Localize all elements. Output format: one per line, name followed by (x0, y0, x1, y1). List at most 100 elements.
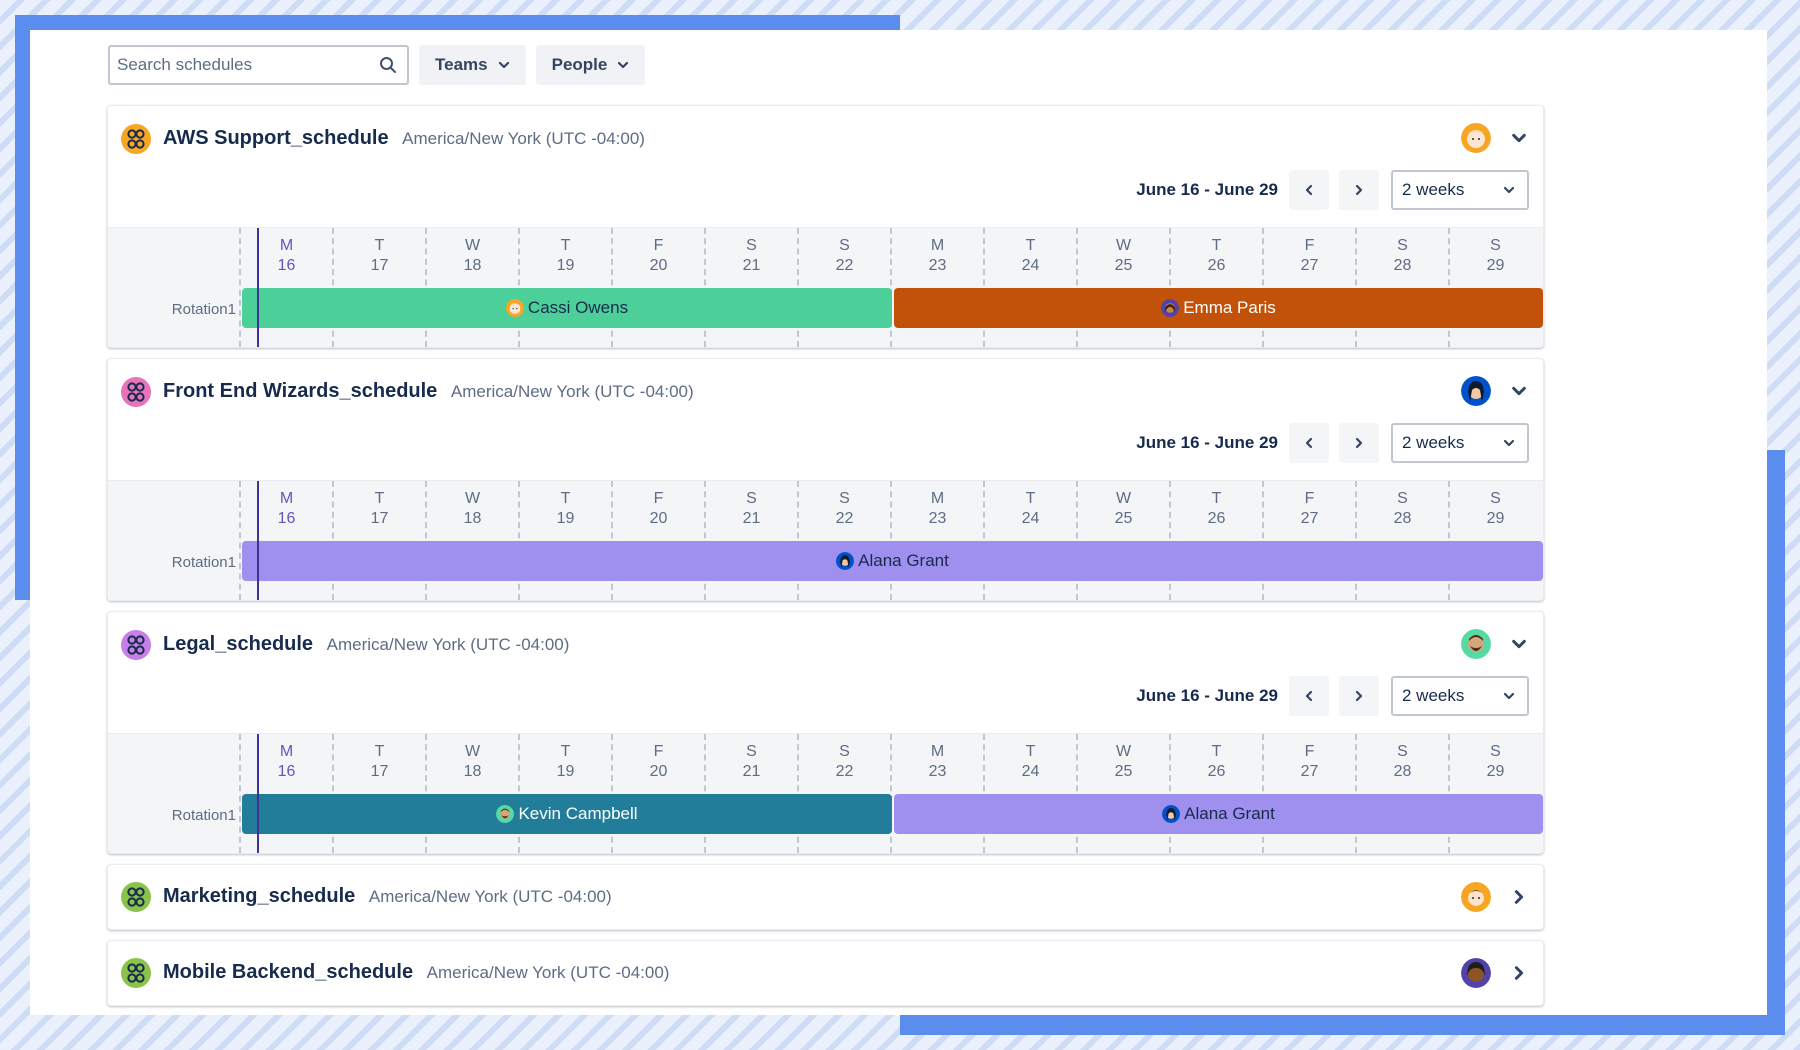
day-column: T 19 (518, 481, 611, 600)
shift-bar[interactable]: Kevin Campbell (242, 794, 892, 834)
schedule-name[interactable]: AWS Support_schedule (163, 127, 389, 149)
search-input[interactable] (117, 55, 377, 75)
day-number: 26 (1207, 763, 1226, 780)
shift-bar[interactable]: Emma Paris (894, 288, 1543, 328)
team-icon (121, 882, 151, 912)
day-number: 27 (1300, 257, 1319, 274)
shift-bar[interactable]: Alana Grant (242, 541, 1543, 581)
team-icon (121, 630, 151, 660)
team-icon (121, 124, 151, 154)
search-icon[interactable] (379, 56, 397, 74)
day-letter: F (653, 237, 664, 254)
day-column: S 29 (1448, 481, 1541, 600)
day-column: W 25 (1076, 734, 1169, 853)
previous-period-button[interactable] (1289, 676, 1329, 716)
day-number: 20 (649, 763, 668, 780)
avatar-marketing[interactable] (1461, 882, 1491, 912)
day-letter: M (279, 490, 294, 507)
shift-bar[interactable]: Cassi Owens (242, 288, 892, 328)
next-period-button[interactable] (1339, 423, 1379, 463)
day-number: 21 (742, 763, 761, 780)
day-column: T 26 (1169, 228, 1262, 347)
day-letter: M (279, 237, 294, 254)
period-select[interactable]: 2 weeks (1391, 423, 1529, 463)
day-number: 23 (928, 257, 947, 274)
date-range-label: June 16 - June 29 (1136, 686, 1278, 705)
day-number: 27 (1300, 510, 1319, 527)
day-column: F 27 (1262, 228, 1355, 347)
day-number: 20 (649, 257, 668, 274)
day-column: S 21 (704, 734, 797, 853)
schedule-name[interactable]: Front End Wizards_schedule (163, 380, 438, 402)
chevron-down-icon[interactable] (1511, 130, 1527, 146)
search-box[interactable] (108, 45, 409, 85)
day-column: T 19 (518, 228, 611, 347)
avatar-kevin[interactable] (1461, 629, 1491, 659)
schedule-name[interactable]: Marketing_schedule (163, 885, 356, 907)
rotation-label: Rotation1 (171, 554, 236, 571)
chevron-right-icon[interactable] (1511, 965, 1527, 981)
day-column: F 27 (1262, 734, 1355, 853)
shift-bar[interactable]: Alana Grant (894, 794, 1543, 834)
avatar-alana[interactable] (1461, 376, 1491, 406)
period-select-value: 2 weeks (1402, 180, 1465, 199)
previous-period-button[interactable] (1289, 170, 1329, 210)
chevron-down-icon (1503, 690, 1515, 702)
day-letter: S (746, 743, 757, 760)
day-column: M 23 (890, 734, 983, 853)
schedule-timezone: America/New York (UTC -04:00) (450, 382, 694, 401)
people-filter-button[interactable]: People (535, 45, 646, 85)
chevron-left-icon (1303, 437, 1315, 449)
day-letter: W (464, 237, 481, 254)
period-select[interactable]: 2 weeks (1391, 676, 1529, 716)
day-number: 22 (835, 510, 854, 527)
day-number: 17 (370, 257, 389, 274)
next-period-button[interactable] (1339, 676, 1379, 716)
day-letter: F (653, 743, 664, 760)
day-column: T 26 (1169, 481, 1262, 600)
chevron-down-icon (617, 59, 629, 71)
period-select[interactable]: 2 weeks (1391, 170, 1529, 210)
current-time-indicator (257, 228, 259, 347)
teams-filter-button[interactable]: Teams (419, 45, 526, 85)
day-number: 29 (1486, 763, 1505, 780)
day-number: 16 (277, 257, 296, 274)
day-letter: T (374, 490, 385, 507)
chevron-right-icon (1353, 690, 1365, 702)
day-letter: F (1304, 237, 1315, 254)
day-column: M 16 (239, 481, 332, 600)
day-number: 25 (1114, 763, 1133, 780)
timeline: Rotation1 M 16 T 17 W 18 T 19 F 20 S 21 S 22 M 2… (108, 480, 1543, 600)
avatar-alana (836, 552, 854, 570)
previous-period-button[interactable] (1289, 423, 1329, 463)
day-number: 24 (1021, 763, 1040, 780)
avatar-mobile[interactable] (1461, 958, 1491, 988)
schedule-name[interactable]: Legal_schedule (163, 633, 314, 655)
day-column: S 21 (704, 228, 797, 347)
schedule-timezone: America/New York (UTC -04:00) (326, 635, 570, 654)
day-number: 18 (463, 763, 482, 780)
day-letter: S (839, 743, 850, 760)
chevron-down-icon[interactable] (1511, 636, 1527, 652)
day-column: T 17 (332, 228, 425, 347)
schedule-card-mobile-backend[interactable]: Mobile Backend_schedule America/New York… (107, 940, 1544, 1006)
day-number: 22 (835, 257, 854, 274)
date-range-label: June 16 - June 29 (1136, 433, 1278, 452)
shift-person: Alana Grant (858, 551, 949, 570)
day-number: 21 (742, 257, 761, 274)
day-letter: F (1304, 490, 1315, 507)
day-number: 28 (1393, 257, 1412, 274)
schedule-card-marketing[interactable]: Marketing_schedule America/New York (UTC… (107, 864, 1544, 930)
day-column: T 24 (983, 228, 1076, 347)
chevron-down-icon[interactable] (1511, 383, 1527, 399)
next-period-button[interactable] (1339, 170, 1379, 210)
day-letter: T (560, 237, 571, 254)
day-number: 23 (928, 510, 947, 527)
chevron-right-icon[interactable] (1511, 889, 1527, 905)
day-letter: M (930, 743, 945, 760)
day-number: 25 (1114, 257, 1133, 274)
schedule-name[interactable]: Mobile Backend_schedule (163, 961, 414, 983)
avatar-cassi[interactable] (1461, 123, 1491, 153)
toolbar: Teams People (108, 45, 646, 85)
day-column: S 28 (1355, 481, 1448, 600)
